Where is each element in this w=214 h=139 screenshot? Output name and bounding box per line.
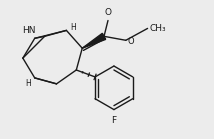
Polygon shape	[82, 33, 106, 48]
Text: O: O	[128, 37, 134, 46]
Text: H: H	[25, 79, 31, 88]
Text: HN: HN	[22, 26, 36, 35]
Text: H: H	[70, 23, 76, 32]
Text: F: F	[111, 116, 116, 125]
Text: CH₃: CH₃	[150, 24, 166, 33]
Text: O: O	[104, 8, 111, 17]
